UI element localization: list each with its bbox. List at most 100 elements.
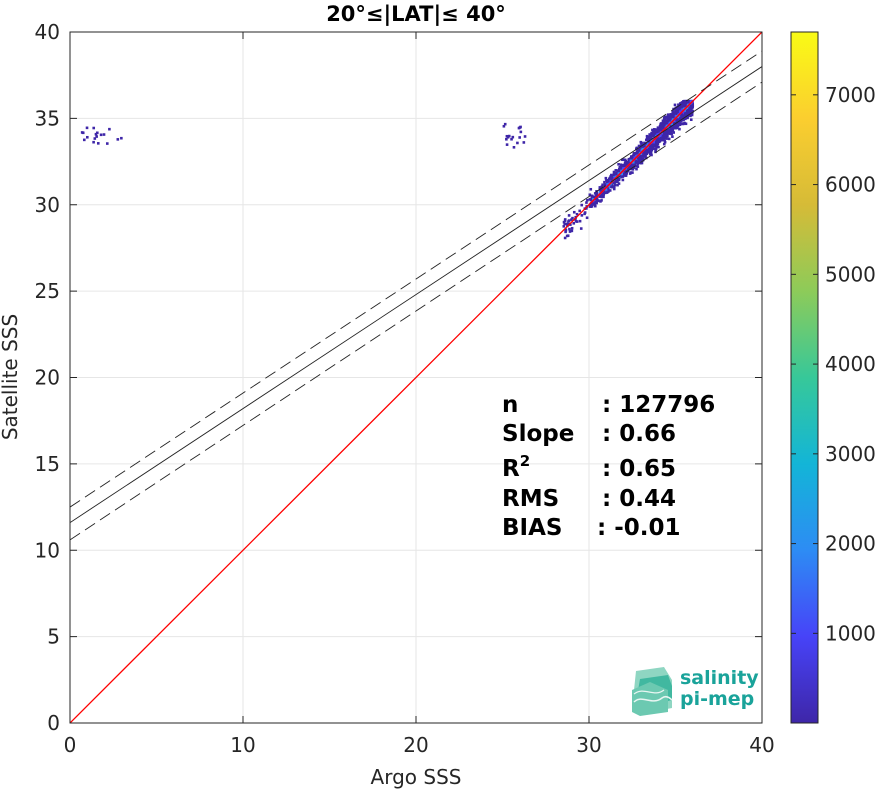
density-cell — [666, 118, 669, 121]
density-cell — [609, 175, 613, 179]
density-cell — [629, 159, 633, 163]
density-cell — [628, 172, 632, 175]
density-cell — [654, 142, 658, 146]
density-cell — [589, 187, 593, 191]
density-cell — [613, 183, 617, 187]
density-cell — [574, 219, 578, 223]
y-tick-label: 20 — [35, 366, 60, 390]
density-cell — [600, 195, 604, 199]
density-cell — [667, 137, 671, 141]
y-tick-label: 35 — [35, 106, 60, 130]
density-cell — [657, 130, 661, 134]
density-cell — [675, 108, 679, 111]
density-cell — [644, 156, 648, 160]
density-cell — [644, 149, 648, 152]
density-cell — [99, 133, 103, 137]
density-cell — [688, 105, 692, 109]
density-cell — [649, 146, 653, 150]
density-cell — [619, 163, 623, 167]
density-cell — [664, 116, 668, 119]
stat-r2-label: R2 — [502, 452, 530, 482]
density-cell — [586, 198, 589, 202]
density-cell — [507, 134, 511, 138]
density-cell — [86, 135, 89, 139]
stat-rms-label: RMS — [502, 486, 559, 512]
density-cell — [623, 170, 627, 174]
density-cell — [665, 137, 668, 140]
density-cell — [680, 104, 684, 108]
density-cell — [645, 152, 649, 156]
x-tick-label: 10 — [230, 733, 255, 757]
density-cell — [564, 230, 567, 234]
density-cell — [666, 122, 670, 125]
density-cell — [688, 109, 692, 112]
density-cell — [689, 112, 693, 116]
density-cell — [669, 117, 673, 120]
density-cell — [654, 147, 658, 150]
density-cell — [663, 140, 667, 144]
density-cell — [673, 124, 677, 128]
density-cell — [102, 133, 106, 136]
density-cell — [585, 207, 588, 210]
density-cell — [610, 185, 613, 189]
density-cell — [623, 158, 627, 162]
density-cell — [663, 118, 667, 122]
density-cell — [518, 136, 521, 139]
density-cell — [640, 141, 643, 145]
density-cell — [642, 144, 646, 148]
density-cell — [614, 179, 618, 182]
density-cell — [594, 197, 598, 201]
density-cell — [594, 200, 598, 204]
density-cell — [591, 203, 594, 207]
density-cell — [626, 162, 630, 165]
density-cell — [684, 112, 688, 115]
density-cluster-outlier-mid — [502, 122, 527, 149]
x-tick-label: 40 — [749, 733, 774, 757]
line-fit — [70, 66, 762, 523]
density-cell — [651, 128, 654, 132]
density-cell — [598, 190, 602, 194]
y-tick-label: 5 — [47, 625, 60, 649]
density-cell — [654, 150, 657, 154]
density-cell — [82, 138, 86, 142]
density-cell — [93, 137, 97, 140]
density-cell — [658, 134, 661, 138]
stat-bias-value: : -0.01 — [597, 515, 681, 541]
density-cell — [670, 128, 673, 132]
density-cell — [658, 127, 662, 130]
density-cell — [626, 160, 630, 164]
density-cell — [664, 134, 667, 137]
density-cell — [108, 127, 111, 131]
density-cell — [662, 142, 666, 146]
density-cell — [636, 151, 639, 154]
density-cell — [685, 110, 688, 114]
density-cell — [655, 145, 658, 149]
density-cell — [638, 158, 642, 161]
y-tick-label: 10 — [35, 538, 60, 562]
density-cell — [595, 194, 598, 197]
density-cell — [608, 189, 612, 192]
density-cell — [565, 222, 569, 226]
density-cell — [562, 220, 566, 224]
density-cell — [682, 118, 685, 122]
y-tick-label: 15 — [35, 452, 60, 476]
density-cell — [652, 140, 655, 144]
x-tick-label: 0 — [64, 733, 77, 757]
stat-r2-sup: 2 — [520, 452, 530, 470]
density-cell — [583, 212, 586, 216]
density-cell — [105, 142, 109, 145]
density-cell — [637, 158, 640, 161]
density-cell — [657, 137, 660, 141]
density-cell — [659, 122, 662, 126]
y-tick-label: 40 — [35, 20, 60, 44]
density-cell — [657, 145, 660, 149]
density-cell — [661, 119, 665, 123]
density-cell — [648, 133, 651, 136]
density-cell — [585, 216, 589, 220]
density-cell — [656, 133, 659, 137]
density-cell — [627, 165, 631, 169]
density-cell — [672, 110, 675, 113]
stat-slope-value: : 0.66 — [602, 421, 676, 447]
density-cell — [670, 132, 673, 136]
density-cell — [96, 142, 100, 145]
